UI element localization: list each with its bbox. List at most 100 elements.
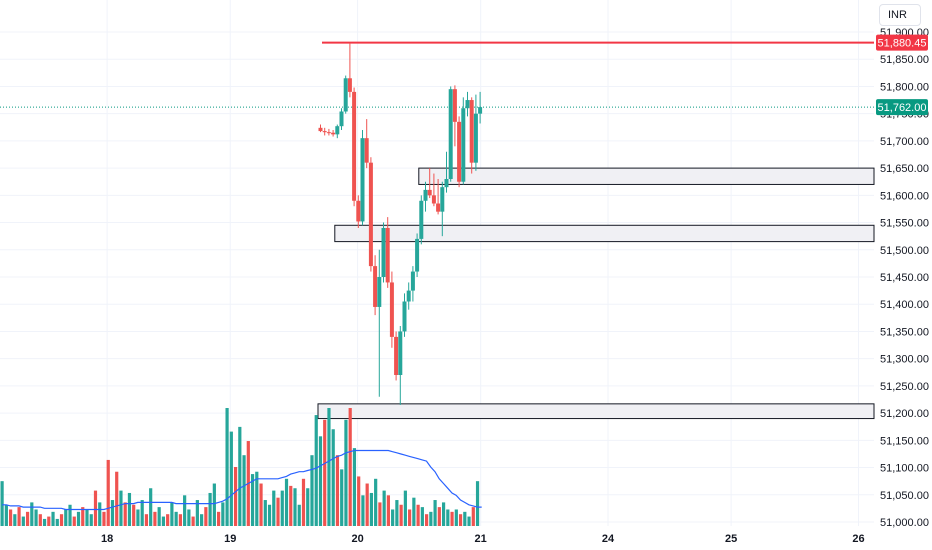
volume-bar [310,455,314,526]
candle-body [352,91,357,201]
volume-bar [85,509,89,526]
volume-bar [229,431,233,526]
volume-bar [200,514,204,526]
volume-bar [272,490,276,526]
date-tick-label: 19 [224,533,236,545]
candle-body [318,127,323,132]
candle-body [423,189,428,201]
candle-body [406,290,411,302]
volume-bar [276,497,280,526]
volume-bar [13,514,17,526]
volume-bar [441,502,446,526]
candle-body [440,187,445,212]
volume-bar [195,500,199,526]
volume-bar [157,507,161,526]
volume-bar [59,514,64,526]
candle-body [431,195,436,204]
price-tags: 51,880.45 51,762.00 [876,34,928,116]
candle-body [339,111,344,127]
volume-bar [30,502,34,526]
volume-bar [144,514,149,526]
volume-bar [425,514,429,526]
volume-bar [467,516,471,526]
candle-body [360,138,365,222]
candle-body [385,228,390,283]
candle-body [419,200,424,239]
candle-body [335,126,340,135]
candle-body [398,331,403,375]
volume-bar [183,495,187,526]
volume-bar [123,502,127,526]
price-axis[interactable]: 51,000.00 51,050.00 51,100.00 51,150.00 51,2… [880,27,929,529]
currency-label: INR [888,9,907,21]
volume-bar [306,488,310,526]
price-tick-label: 51,800.00 [880,81,929,93]
volume-bar [174,511,178,526]
volume-bar [4,504,8,526]
time-axis[interactable]: 18 19 20 21 24 25 26 [101,533,865,545]
date-tick-label: 25 [725,533,737,545]
volume-bar [76,511,81,526]
price-tick-label: 51,250.00 [880,381,929,393]
volume-bar [250,474,255,526]
volume-bar [344,419,348,526]
volume-bar [187,509,191,526]
candle-body [457,121,462,182]
candle-body [402,301,407,332]
price-tick-label: 51,450.00 [880,272,929,284]
volume-bar [403,490,407,526]
volume-bar [47,516,51,526]
volume-bar [391,509,395,526]
volume-bar [471,507,475,526]
price-tick-label: 51,350.00 [880,326,929,338]
candle-body [356,200,361,222]
volume-bar [463,511,467,526]
candle-body [326,132,331,134]
volume-bar [365,483,369,526]
zone-box [418,167,875,185]
price-tick-label: 51,850.00 [880,54,929,66]
volume-bar [357,476,361,526]
candle-body [415,238,420,272]
horizontal-levels [0,41,874,108]
volume-bar [263,500,267,526]
price-tick-label: 51,150.00 [880,435,929,447]
volume-bar [458,514,463,526]
candle-body [373,266,378,307]
chart-grid [0,0,874,526]
volume-bar [136,509,140,526]
volume-bar [475,481,480,526]
volume-bar [242,455,246,526]
volume-bar [81,507,85,526]
volume-bar [115,471,119,526]
volume-bar [314,415,318,526]
volume-bar [446,509,450,526]
volume-bar [408,509,412,526]
price-tag-label: 51,880.45 [878,38,927,50]
candle-body [448,89,453,179]
date-tick-label: 18 [101,533,113,545]
volume-bar [98,502,102,526]
volume-bar [153,511,157,526]
volume-bar [106,459,110,526]
volume-bar [301,478,306,526]
volume-bar [216,511,221,526]
candle-body [410,271,415,291]
candle-body [322,131,327,133]
supply-demand-zones [317,167,875,420]
price-tick-label: 51,550.00 [880,218,929,230]
volume-bar [374,478,378,526]
date-tick-label: 24 [602,533,615,545]
volume-bar [450,511,454,526]
volume-bar [225,408,229,526]
volume-bar [102,511,106,526]
price-tick-label: 51,300.00 [880,354,929,366]
currency-selector[interactable]: INR [879,4,921,26]
volume-bar [352,448,357,526]
volume-bar [127,492,132,526]
volume-bar [369,492,374,526]
volume-bar [420,507,424,526]
volume-bar [327,408,331,526]
volume-bar [386,495,390,526]
